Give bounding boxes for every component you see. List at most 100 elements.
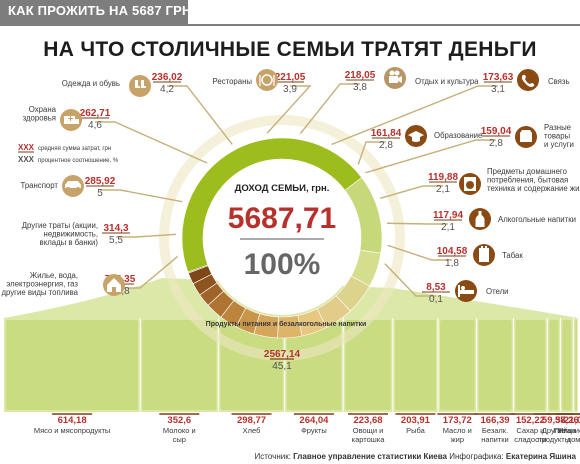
slice-percent: 5 xyxy=(97,188,103,199)
callout-leader xyxy=(357,141,386,165)
food-bar xyxy=(440,320,475,410)
food-label: Овощи и xyxy=(353,426,384,435)
slice-percent: 2,1 xyxy=(441,222,455,233)
header-label: КАК ПРОЖИТЬ НА 5687 ГРН xyxy=(8,3,192,18)
source-author: Екатерина Яшина xyxy=(505,452,576,461)
source-note: Источник: Главное управление статистики … xyxy=(0,452,576,461)
center-label: ДОХОД СЕМЬИ, грн. xyxy=(235,183,330,194)
food-total-percent: 45,1 xyxy=(272,361,292,372)
slice-label: Другие траты (акции, xyxy=(22,221,98,230)
food-label: картошка xyxy=(352,435,386,444)
callout-leader xyxy=(387,244,452,261)
source-prefix: Источник: xyxy=(254,452,291,461)
callout-leader xyxy=(167,85,233,145)
slice-label: вклады в банки) xyxy=(40,238,99,247)
callout-leader xyxy=(95,121,208,164)
food-label: напитки xyxy=(481,435,508,444)
slice-percent: 2,8 xyxy=(489,138,503,149)
food-bar xyxy=(549,320,559,410)
washing-machine-icon xyxy=(459,173,481,195)
graduation-cap-icon xyxy=(405,125,427,147)
slice-label: Предметы домашнего xyxy=(487,167,568,176)
house-icon xyxy=(103,274,125,296)
slice-label: потребления, бытовая xyxy=(487,176,568,185)
legend-sample: XXX xyxy=(18,155,35,164)
icon-disc xyxy=(517,69,539,91)
slice-label: Образование xyxy=(434,131,482,140)
film-camera-icon xyxy=(384,67,406,89)
food-label: Масло и xyxy=(443,426,472,435)
food-label: продукты xyxy=(538,435,571,444)
header-band xyxy=(0,0,188,24)
food-value: 173,72 xyxy=(443,415,472,426)
food-value: 352,6 xyxy=(167,415,191,426)
slice-label: и другие виды топлива xyxy=(0,288,79,297)
slice-label: и услуги xyxy=(544,140,574,149)
callout-leader xyxy=(100,189,183,203)
slice-label: здоровья xyxy=(23,114,56,123)
cigarettes-icon xyxy=(473,244,495,266)
food-value: 203,91 xyxy=(401,415,431,426)
legend-text: средняя сумма затрат, грн xyxy=(38,146,111,152)
car-icon xyxy=(62,175,84,197)
legend-text: процентное соотношение, % xyxy=(38,158,119,164)
slice-value: 119,88 xyxy=(428,172,458,183)
slice-label: Отели xyxy=(486,287,509,296)
food-label: Молоко и xyxy=(163,426,196,435)
slice-value: 314,3 xyxy=(103,223,128,234)
callout-leader xyxy=(380,185,443,199)
slice-value: 262,71 xyxy=(80,108,111,119)
food-label: Другие xyxy=(542,426,566,435)
phone-icon xyxy=(517,69,539,91)
slice-percent: 0,1 xyxy=(429,294,443,305)
slice-percent: 4,2 xyxy=(160,84,174,95)
slice-label: электроэнергия, газ xyxy=(6,280,78,289)
callout-leader xyxy=(299,83,360,135)
header-line xyxy=(0,24,580,26)
food-value: 298,77 xyxy=(237,415,266,426)
slice-percent: 3,8 xyxy=(353,82,367,93)
source-name: Главное управление статистики Киева xyxy=(293,452,448,461)
callout-leader xyxy=(384,263,436,297)
food-label: Мясо и мясопродукты xyxy=(34,426,110,435)
slice-label: Транспорт xyxy=(21,181,59,190)
icon-disc xyxy=(256,69,278,91)
food-label: Сахар и xyxy=(516,426,544,435)
callout-leader xyxy=(386,222,448,225)
food-bar xyxy=(6,320,139,410)
slice-value: 161,84 xyxy=(371,128,402,139)
callout-leader xyxy=(266,85,312,134)
callout-leader xyxy=(331,85,498,146)
slice-value: 221,05 xyxy=(275,72,306,83)
legend-sample: XXX xyxy=(18,143,35,152)
shoes-icon xyxy=(129,75,151,97)
food-value: 614,18 xyxy=(58,415,87,426)
food-label: Яйца xyxy=(558,426,577,435)
slice-percent: 5,5 xyxy=(109,235,123,246)
food-value: 58,26 xyxy=(555,415,579,426)
slice-percent: 2,1 xyxy=(436,184,450,195)
slice-label: Рестораны xyxy=(213,77,253,86)
food-label: сыр xyxy=(173,435,186,444)
slice-percent: 1,8 xyxy=(445,258,459,269)
food-value: 152,22 xyxy=(516,415,545,426)
food-label: дома xyxy=(567,435,580,444)
food-bar xyxy=(142,320,217,410)
food-label: Хлеб xyxy=(243,426,261,435)
slice-value: 159,04 xyxy=(481,126,512,137)
slice-value: 173,63 xyxy=(483,72,514,83)
slice-label: товары xyxy=(544,132,571,141)
restaurant-icon xyxy=(256,69,278,91)
callout-leader xyxy=(120,255,179,289)
slice-label: недвижимость, xyxy=(44,230,98,239)
slice-value: 8,53 xyxy=(426,282,446,293)
slice-percent: 4,6 xyxy=(88,120,102,131)
food-value: 166,39 xyxy=(481,415,510,426)
bed-icon xyxy=(455,280,477,302)
food-label: Безалк. xyxy=(482,426,508,435)
ambulance-icon xyxy=(60,109,82,131)
food-total-value: 2567,14 xyxy=(264,349,301,360)
food-bar xyxy=(515,320,546,410)
slice-label: Алкогольные напитки xyxy=(498,215,576,224)
